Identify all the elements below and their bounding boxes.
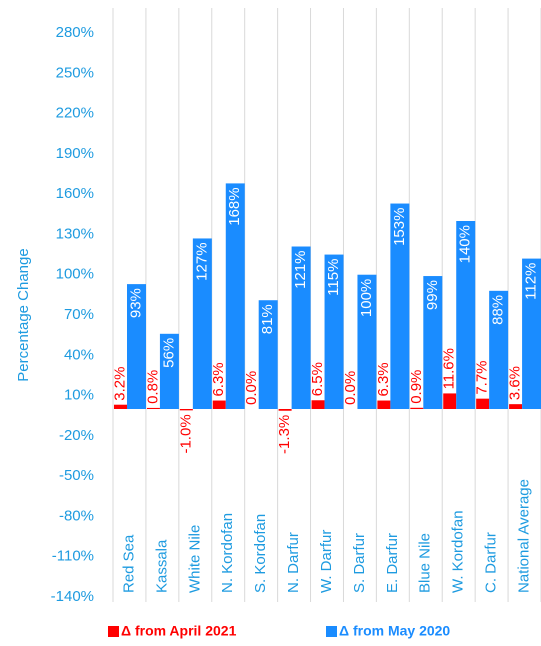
bar xyxy=(258,300,278,409)
legend-label: Δ from May 2020 xyxy=(339,623,450,639)
legend-swatch xyxy=(326,626,337,637)
x-tick-label: N. Kordofan xyxy=(219,513,236,593)
data-label: 11.6% xyxy=(441,348,458,389)
y-tick-label: -80% xyxy=(59,507,94,524)
bar xyxy=(476,398,490,409)
bar xyxy=(278,409,292,411)
data-label: -1.0% xyxy=(177,414,194,453)
y-tick-label: -140% xyxy=(51,588,94,605)
data-label: 140% xyxy=(457,225,474,263)
y-tick-label: 70% xyxy=(64,306,94,323)
y-tick-label: -50% xyxy=(59,467,94,484)
data-label: 121% xyxy=(292,251,309,289)
bar xyxy=(357,274,377,409)
y-tick-label: 130% xyxy=(56,225,94,242)
x-tick-label: S. Kordofan xyxy=(252,514,269,593)
x-tick-label: E. Darfur xyxy=(384,533,401,593)
data-label: 0.0% xyxy=(342,371,359,405)
bar xyxy=(489,290,509,409)
bar xyxy=(192,238,212,409)
x-tick-label: National Average xyxy=(516,479,533,593)
data-label: 93% xyxy=(127,288,144,318)
y-tick-label: 40% xyxy=(64,346,94,363)
bar xyxy=(146,407,160,409)
y-tick-label: 220% xyxy=(56,105,94,122)
data-label: 168% xyxy=(226,187,243,225)
y-tick-label: 250% xyxy=(56,64,94,81)
bar xyxy=(114,404,127,409)
data-label: -1.3% xyxy=(276,415,293,454)
data-label: 7.7% xyxy=(474,360,491,394)
bar xyxy=(509,404,523,409)
bar xyxy=(311,400,325,409)
y-axis-label: Percentage Change xyxy=(15,248,32,381)
x-tick-label: S. Darfur xyxy=(351,533,368,593)
y-tick-label: 190% xyxy=(56,145,94,162)
y-tick-label: 160% xyxy=(56,185,94,202)
bar xyxy=(423,276,443,409)
bar xyxy=(377,400,391,409)
bar xyxy=(410,407,424,409)
bar xyxy=(179,409,193,411)
data-label: 3.6% xyxy=(507,366,524,400)
bar xyxy=(522,258,541,409)
legend-label: Δ from April 2021 xyxy=(121,623,237,639)
data-label: 81% xyxy=(259,304,276,334)
x-tick-label: W. Kordofan xyxy=(450,510,467,593)
data-label: 3.2% xyxy=(111,366,128,400)
data-label: 56% xyxy=(160,338,177,368)
bar xyxy=(390,203,410,409)
x-tick-label: C. Darfur xyxy=(483,532,500,593)
data-label: 0.9% xyxy=(408,370,425,404)
data-label: 112% xyxy=(523,263,540,300)
x-tick-label: N. Darfur xyxy=(285,532,302,593)
data-label: 6.3% xyxy=(375,362,392,396)
data-label: 99% xyxy=(424,280,441,310)
y-tick-label: 100% xyxy=(56,266,94,283)
x-tick-label: Blue Nile xyxy=(417,533,434,593)
bar xyxy=(456,221,476,409)
bar xyxy=(225,183,245,409)
data-label: 153% xyxy=(391,208,408,246)
y-tick-label: 280% xyxy=(56,24,94,41)
data-label: 88% xyxy=(490,295,507,325)
bar xyxy=(443,393,457,409)
legend-swatch xyxy=(108,626,119,637)
y-tick-label: -110% xyxy=(52,548,94,565)
bar xyxy=(324,254,344,409)
data-label: 127% xyxy=(193,242,210,280)
x-tick-label: Red Sea xyxy=(120,534,137,593)
y-tick-label: 10% xyxy=(64,387,94,404)
data-label: 6.3% xyxy=(210,362,227,396)
x-tick-label: Kassala xyxy=(153,539,170,593)
x-tick-label: W. Darfur xyxy=(318,530,335,593)
data-label: 6.5% xyxy=(309,362,326,396)
bar xyxy=(159,333,179,409)
bar xyxy=(127,284,146,409)
data-label: 115% xyxy=(325,259,342,296)
x-tick-label: White Nile xyxy=(186,525,203,593)
bar xyxy=(291,246,311,409)
data-label: 100% xyxy=(358,279,375,317)
data-label: 0.8% xyxy=(144,370,161,404)
data-label: 0.0% xyxy=(243,371,260,405)
y-tick-label: -20% xyxy=(59,427,94,444)
bar xyxy=(212,400,226,409)
